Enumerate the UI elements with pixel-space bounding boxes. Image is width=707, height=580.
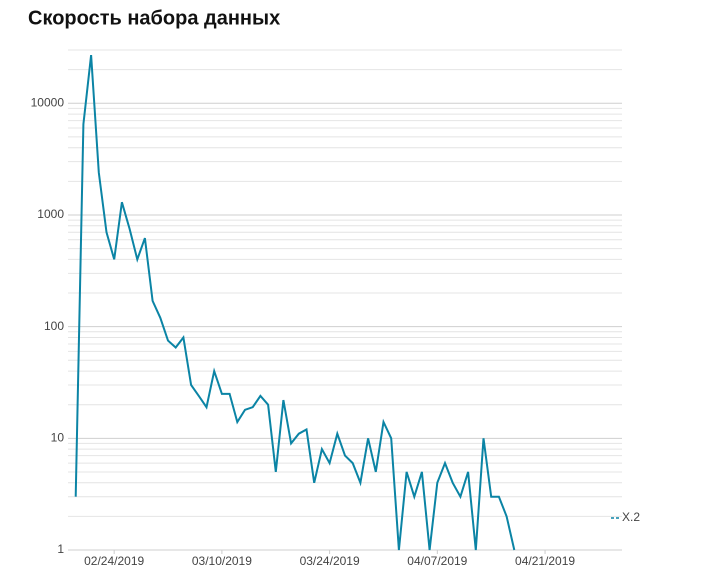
y-tick-label: 10 — [51, 430, 65, 444]
y-tick-label: 1 — [57, 542, 64, 556]
x-tick-label: 03/24/2019 — [300, 554, 360, 568]
x-tick-label: 04/21/2019 — [515, 554, 575, 568]
x-tick-label: 03/10/2019 — [192, 554, 252, 568]
y-tick-label: 1000 — [37, 207, 64, 221]
data-line — [74, 54, 516, 551]
chart-title: Скорость набора данных — [28, 7, 280, 29]
x-tick-label: 02/24/2019 — [84, 554, 144, 568]
y-tick-label: 10000 — [31, 95, 65, 109]
y-tick-label: 100 — [44, 319, 64, 333]
x-tick-label: 04/07/2019 — [407, 554, 467, 568]
legend-label: X.2 — [622, 510, 640, 524]
